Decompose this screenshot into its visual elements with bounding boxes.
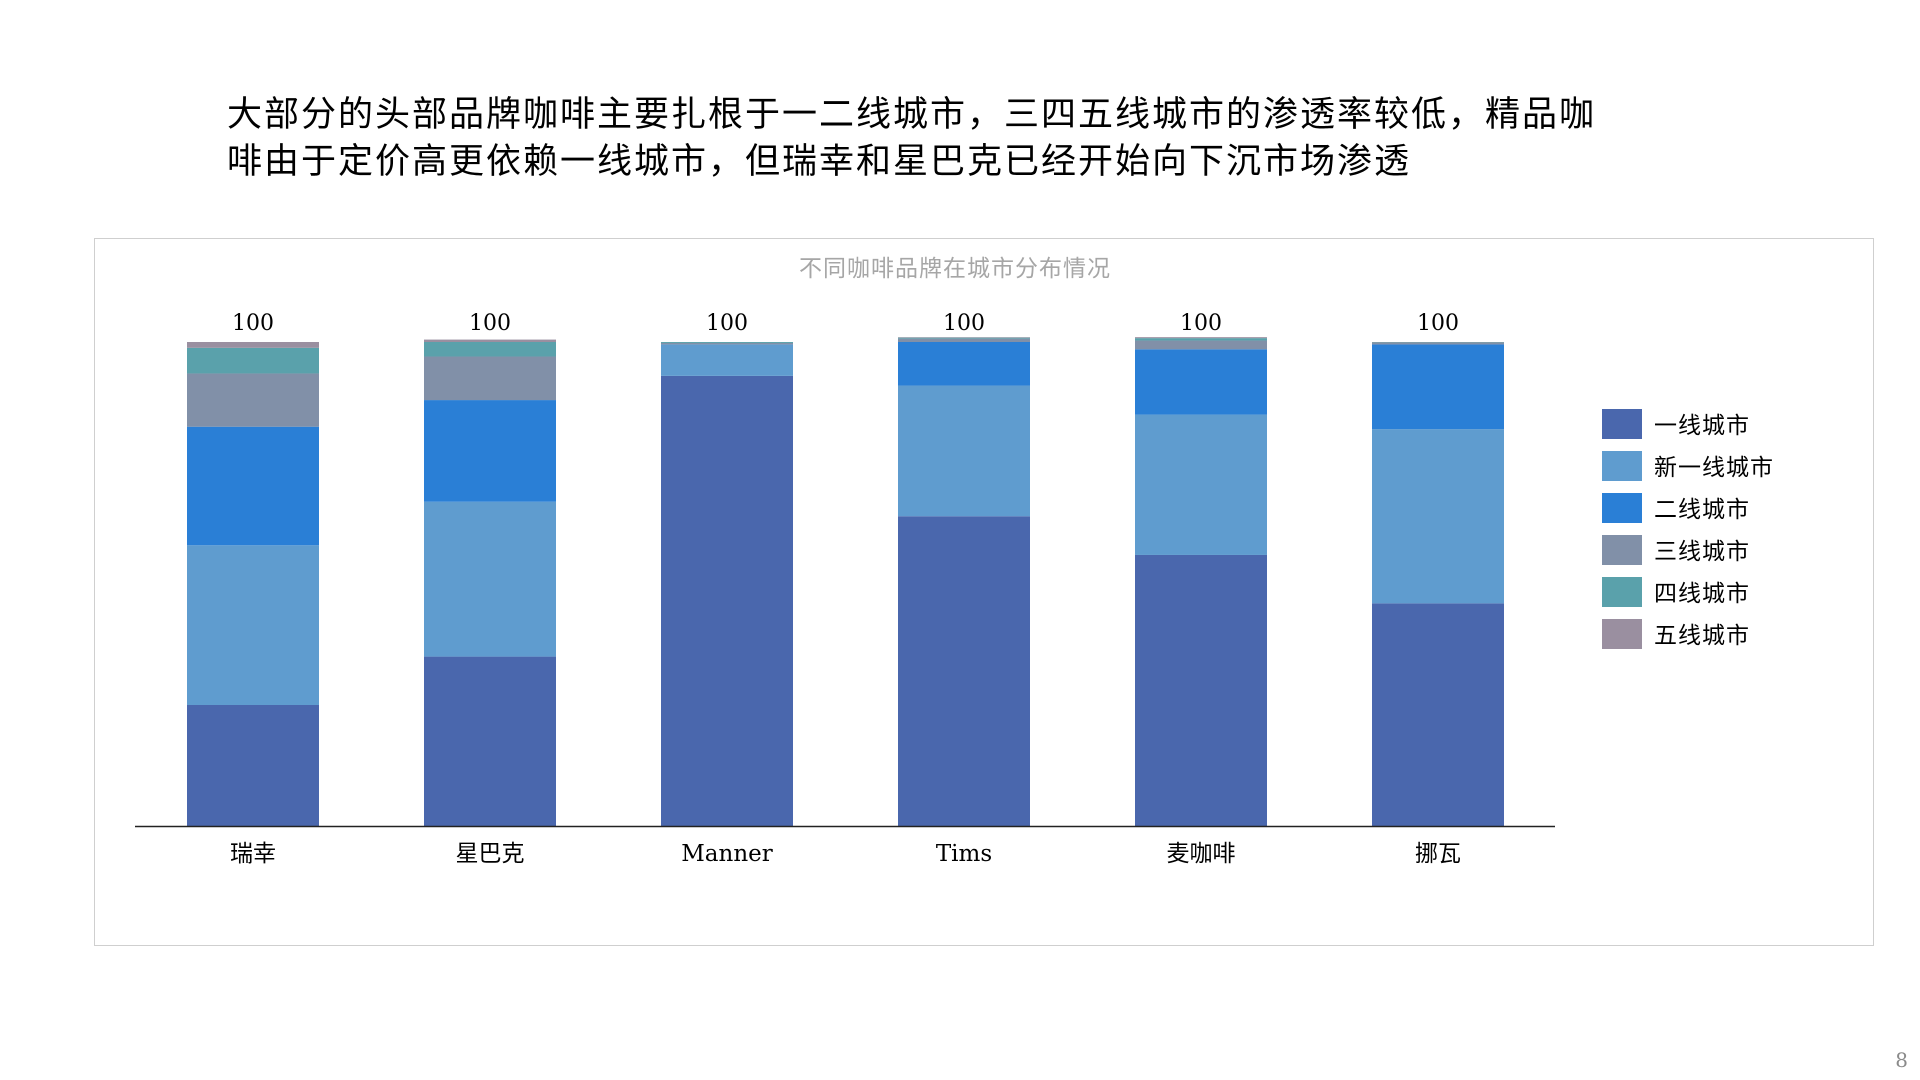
headline-line-2: 啡由于定价高更依赖一线城市，但瑞幸和星巴克已经开始向下沉市场渗透 <box>227 142 1412 182</box>
legend-swatch <box>1602 619 1642 649</box>
bar-segment <box>898 516 1030 826</box>
bar-segment <box>898 385 1030 517</box>
category-label: 星巴克 <box>456 841 525 867</box>
legend-label: 新一线城市 <box>1654 455 1774 481</box>
total-label: 100 <box>706 311 748 336</box>
total-label: 100 <box>1180 311 1222 336</box>
category-label: 瑞幸 <box>230 841 276 867</box>
total-label: 100 <box>943 311 985 336</box>
bar-segment <box>187 705 319 826</box>
total-label: 100 <box>1417 311 1459 336</box>
bar-segment <box>424 656 556 826</box>
bar-segment <box>187 373 319 427</box>
total-label: 100 <box>232 311 274 336</box>
bar-segment <box>661 342 793 343</box>
total-label: 100 <box>469 311 511 336</box>
bar-segment <box>187 426 319 546</box>
legend-label: 一线城市 <box>1654 413 1750 439</box>
bar-segment <box>187 347 319 374</box>
bar-segment <box>1372 429 1504 604</box>
bar-segment <box>424 400 556 502</box>
bar-segment <box>1372 603 1504 826</box>
headline-line-1: 大部分的头部品牌咖啡主要扎根于一二线城市，三四五线城市的渗透率较低，精品咖 <box>227 95 1597 135</box>
bar-segment <box>898 337 1030 339</box>
bar-segment <box>661 344 793 376</box>
bar-segment <box>424 342 556 357</box>
bar-segment <box>661 375 793 826</box>
bar-segment <box>1372 342 1504 345</box>
bar-segment <box>187 545 319 705</box>
bars-group <box>187 337 1504 826</box>
category-label: Manner <box>681 841 773 867</box>
bar-segment <box>1135 349 1267 415</box>
labels-group: 100 瑞幸 100 星巴克 100 Manner 100 Tims 100 麦咖啡 100 挪瓦 <box>135 311 1555 867</box>
bar-segment <box>1372 344 1504 430</box>
bar-segment <box>424 356 556 401</box>
legend-swatch <box>1602 493 1642 523</box>
legend-label: 五线城市 <box>1654 623 1750 649</box>
bar-segment <box>1135 338 1267 341</box>
stacked-bar-chart: 不同咖啡品牌在城市分布情况 100 瑞幸 100 星巴克 100 Manner 100 Tim… <box>135 256 1774 867</box>
bar-segment <box>898 338 1030 342</box>
category-label: Tims <box>936 841 992 867</box>
bar-segment <box>661 342 793 345</box>
legend-label: 二线城市 <box>1654 497 1750 523</box>
legend-swatch <box>1602 535 1642 565</box>
legend-swatch <box>1602 451 1642 481</box>
bar-segment <box>898 342 1030 386</box>
bar-segment <box>1135 414 1267 555</box>
bar-segment <box>424 501 556 657</box>
bar-segment <box>424 339 556 342</box>
chart-frame: 不同咖啡品牌在城市分布情况 100 瑞幸 100 星巴克 100 Manner 100 Tim… <box>94 238 1874 946</box>
bar-segment <box>1135 340 1267 350</box>
category-label: 挪瓦 <box>1415 841 1461 867</box>
chart-title: 不同咖啡品牌在城市分布情况 <box>799 256 1111 282</box>
legend-swatch <box>1602 577 1642 607</box>
bar-segment <box>187 342 319 348</box>
page-number: 8 <box>1895 1048 1908 1072</box>
category-label: 麦咖啡 <box>1167 841 1236 867</box>
legend-label: 三线城市 <box>1654 539 1750 565</box>
legend-swatch <box>1602 409 1642 439</box>
headline: 大部分的头部品牌咖啡主要扎根于一二线城市，三四五线城市的渗透率较低，精品咖 啡由… <box>227 92 1697 186</box>
bar-segment <box>1135 337 1267 339</box>
bar-segment <box>1135 554 1267 826</box>
legend-label: 四线城市 <box>1654 581 1750 607</box>
